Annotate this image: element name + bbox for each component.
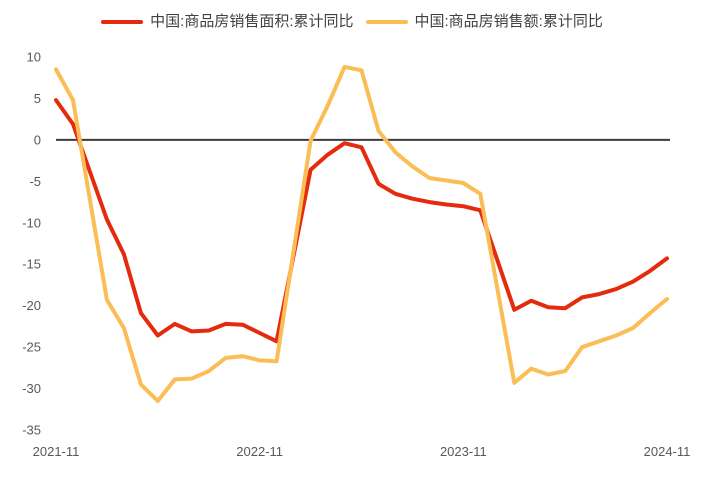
y-tick-label--10: -10: [22, 215, 41, 230]
series-line-sales-value: [54, 64, 669, 403]
y-tick-label--20: -20: [22, 298, 41, 313]
legend-swatch-sales-area: [101, 20, 144, 24]
x-tick-label-2021-11: 2021-11: [33, 444, 80, 459]
y-tick-label-5: 5: [34, 91, 41, 106]
legend-label-sales-value: 中国:商品房销售额:累计同比: [414, 13, 603, 30]
x-tick-label-2023-11: 2023-11: [440, 444, 487, 459]
y-tick-label--5: -5: [29, 174, 41, 189]
y-tick-label-0: 0: [34, 132, 41, 147]
legend-item-sales-value[interactable]: 中国:商品房销售额:累计同比: [365, 13, 603, 31]
legend-label-sales-area: 中国:商品房销售面积:累计同比: [150, 13, 354, 30]
y-tick-label--25: -25: [22, 340, 41, 355]
x-tick-label-2022-11: 2022-11: [236, 444, 283, 459]
y-tick-label--30: -30: [22, 381, 41, 396]
y-tick-label--35: -35: [22, 423, 41, 438]
legend: 中国:商品房销售面积:累计同比 中国:商品房销售额:累计同比: [0, 13, 704, 31]
y-tick-label--15: -15: [22, 257, 41, 272]
y-tick-label-10: 10: [27, 50, 41, 65]
x-tick-label-2024-11: 2024-11: [644, 444, 691, 459]
legend-item-sales-area[interactable]: 中国:商品房销售面积:累计同比: [101, 13, 354, 31]
series-line-sales-area: [54, 98, 669, 344]
legend-swatch-sales-value: [365, 20, 408, 24]
